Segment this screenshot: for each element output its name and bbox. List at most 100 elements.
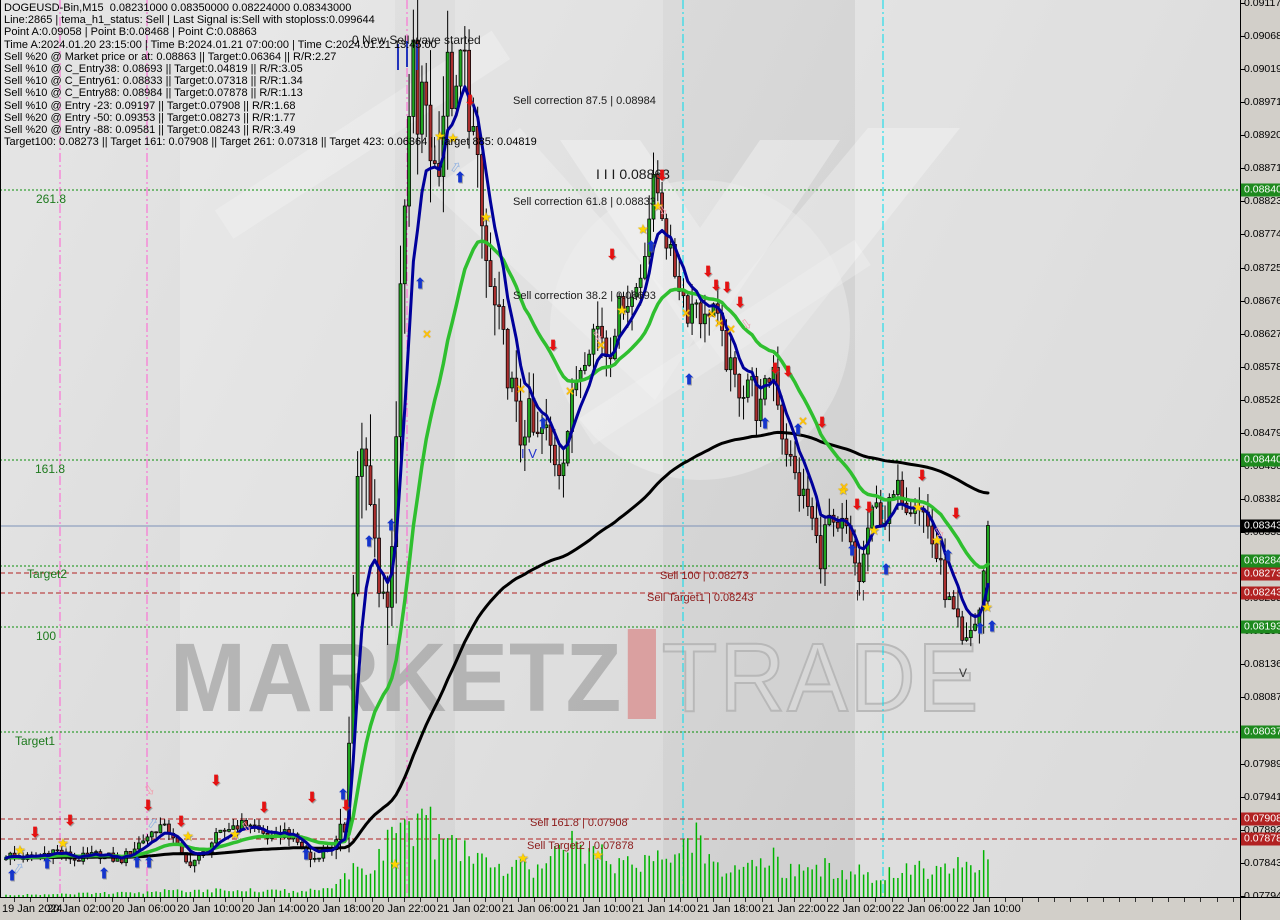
hollow-up-arrow-icon: ⇧ [8,859,28,879]
candle-body [698,302,703,325]
candle-body [492,286,497,306]
candle-body [428,104,433,162]
buy-arrow-icon: ⬆ [97,864,111,883]
candle-body [805,488,810,507]
time-tick-mark [761,898,763,902]
time-tick-mark [387,898,389,902]
candle-body [454,85,459,109]
candle-body [733,357,737,375]
candle-body [960,616,965,641]
candle-body [660,192,664,220]
cross-signal-icon: × [595,338,607,352]
price-tick-mark [1241,432,1245,434]
mid-ema-line[interactable] [4,239,990,860]
price-level-badge: 0.08343 [1241,519,1280,533]
buy-arrow-icon: ⬆ [130,853,144,872]
sell-arrow-icon: ⬇ [709,276,723,295]
star-signal-icon: ★ [389,857,401,873]
candle-body [587,353,592,366]
info-line-10: Sell %20 @ Entry -88: 0.09581 || Target:… [4,124,296,137]
cross-signal-icon: × [564,384,576,398]
candle-body [338,823,343,841]
buy-arrow-icon: ⬆ [142,853,156,872]
buy-arrow-icon: ⬆ [336,785,350,804]
buy-arrow-icon: ⬆ [791,420,805,439]
candle-body [690,303,694,324]
candlestick-canvas[interactable] [0,0,1240,897]
time-tick-mark [111,898,113,902]
price-tick-label: 0.07989 [1244,757,1280,770]
candle-body [458,49,463,87]
cross-signal-icon: × [706,307,718,321]
sell-arrow-icon: ⬇ [209,771,223,790]
candle-body [420,81,424,135]
fast-ema-line[interactable] [4,85,990,860]
time-tick-mark [647,898,649,902]
slow-ema-line[interactable] [4,430,990,860]
time-tick-label: 19 Jan 2024 [2,903,63,915]
time-tick-mark [1054,898,1055,902]
sell-arrow-icon: ⬇ [815,413,829,432]
price-tick-mark [1241,36,1245,38]
time-tick-mark [1200,898,1202,902]
candle-body [583,364,587,371]
buy-arrow-icon: ⬆ [413,274,427,293]
annotation-text: Sell correction 61.8 | 0.08833 [513,196,656,208]
cross-signal-icon: × [515,382,527,396]
candle-body [651,174,656,220]
time-tick-label: 20 Jan 14:00 [242,903,306,915]
time-tick-mark [989,898,990,902]
time-tick-mark [95,898,97,902]
candle-body [951,596,956,610]
candle-body [510,377,514,389]
time-tick-mark [14,898,15,902]
time-tick-mark [1037,898,1039,902]
star-signal-icon: ★ [837,483,849,499]
candle-body [368,465,373,505]
sell-arrow-icon: ⬇ [949,504,963,523]
time-axis[interactable]: 19 Jan 2024 20 Jan 02:00 20 Jan 06:00 20 Ja… [0,897,1240,920]
buy-arrow-icon: ⬆ [384,516,398,535]
candle-body [462,49,467,52]
price-tick-label: 0.09068 [1244,30,1280,43]
time-tick-mark [842,898,844,902]
candle-body [522,436,527,446]
star-signal-icon: ★ [480,210,492,226]
candle-body [943,559,947,601]
price-level-badge: 0.08273 [1241,567,1280,581]
candle-body [308,851,313,860]
cross-signal-icon: × [838,480,850,494]
candle-body [694,302,699,305]
buy-arrow-icon: ⬆ [941,546,955,565]
star-signal-icon: ★ [981,600,993,616]
time-tick-mark [777,898,779,902]
candle-body [947,596,952,601]
candle-body [874,502,879,508]
time-tick-mark [501,898,503,902]
candle-body [638,277,643,288]
sell-arrow-icon: ⬇ [63,811,77,830]
star-signal-icon: ★ [868,523,880,539]
time-tick-mark [599,898,600,902]
candle-body [227,829,231,832]
candle-body [544,424,549,428]
cross-signal-icon: × [725,322,737,336]
chart-plot-area[interactable]: MARKETZ TRADE DOGEUSD-Bin,M15 0.08231000 … [0,0,1240,897]
candle-body [501,306,506,330]
sell-arrow-icon: ⬇ [862,498,876,517]
time-tick-mark [192,898,194,902]
price-tick-mark [1241,102,1245,104]
price-level-badge: 0.08284 [1241,554,1280,568]
price-tick-mark [1241,895,1245,897]
candle-body [514,377,519,402]
candle-body [244,820,249,827]
candle-body [655,174,660,194]
time-tick-mark [940,898,942,902]
time-tick-mark [225,898,227,902]
buy-arrow-icon: ⬆ [644,237,658,256]
candle-body [312,857,317,860]
price-tick-label: 0.08676 [1244,294,1280,307]
price-tick-label: 0.08528 [1244,393,1280,406]
price-axis[interactable]: 0.09117 0.09068 0.09019 0.08971 0.08920 0.088… [1240,0,1280,902]
time-tick-label: 20 Jan 06:00 [112,903,176,915]
